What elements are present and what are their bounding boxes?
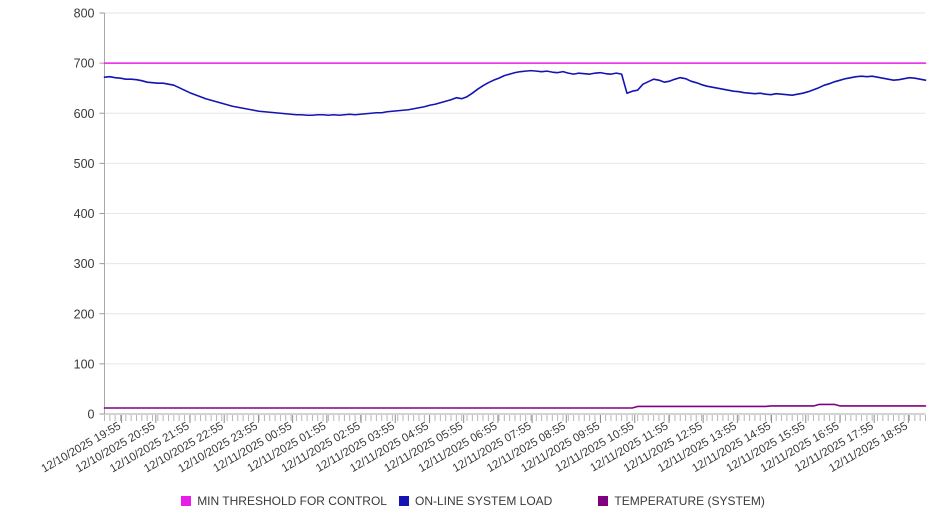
svg-text:300: 300 [74, 257, 95, 271]
svg-text:800: 800 [74, 7, 95, 21]
svg-text:100: 100 [74, 357, 95, 371]
legend-item-temperature-system[interactable]: TEMPERATURE (SYSTEM) [598, 494, 765, 508]
svg-text:0: 0 [88, 408, 95, 422]
legend-label: ON-LINE SYSTEM LOAD [414, 494, 553, 508]
data-series [103, 62, 927, 409]
chart-legend: MIN THRESHOLD FOR CONTROL ON-LINE SYSTEM… [0, 494, 946, 508]
legend-label: TEMPERATURE (SYSTEM) [614, 494, 765, 508]
legend-swatch-icon [598, 496, 609, 506]
legend-item-min-threshold-for-control[interactable]: MIN THRESHOLD FOR CONTROL [181, 494, 387, 508]
legend-label: MIN THRESHOLD FOR CONTROL [197, 494, 387, 508]
y-axis: 0 100 200 300 400 500 600 700 800 [74, 7, 926, 422]
legend-swatch-icon [181, 496, 192, 506]
svg-text:200: 200 [74, 307, 95, 321]
legend-swatch-icon [398, 496, 409, 506]
svg-text:700: 700 [74, 57, 95, 71]
svg-text:500: 500 [74, 157, 95, 171]
svg-text:600: 600 [74, 107, 95, 121]
svg-text:400: 400 [74, 207, 95, 221]
gridlines [104, 12, 926, 365]
legend-item-on-line-system-load[interactable]: ON-LINE SYSTEM LOAD [398, 494, 553, 508]
